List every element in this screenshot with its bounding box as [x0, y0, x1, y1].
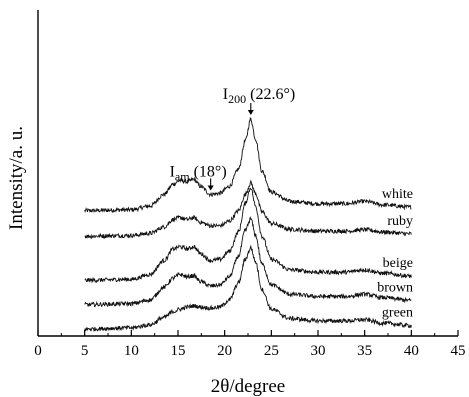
series-label-brown: brown: [377, 280, 413, 295]
x-ticks: 0 5 10 15 20 25 30 35 40 45: [34, 330, 466, 359]
x-tick-label: 20: [217, 343, 232, 359]
x-tick-label: 30: [311, 343, 326, 359]
x-tick-label: 0: [34, 343, 42, 359]
series-line-brown: [84, 216, 412, 308]
series-label-beige: beige: [383, 256, 413, 271]
plot-area: [84, 117, 412, 332]
series-line-beige: [84, 187, 412, 284]
annotation-label: I200 (22.6°): [223, 86, 295, 106]
series-label-ruby: ruby: [387, 214, 413, 229]
annotation-arrow-head: [207, 185, 214, 191]
series-label-white: white: [382, 187, 413, 202]
series-label-green: green: [382, 306, 413, 321]
x-tick-label: 40: [404, 343, 419, 359]
x-tick-label: 5: [81, 343, 89, 359]
annotation-label: Iam (18°): [170, 163, 227, 183]
series-line-ruby: [84, 179, 412, 240]
series-line-white: [84, 117, 412, 214]
y-axis-title: Intensity/a. u.: [6, 126, 27, 230]
series-line-green: [84, 244, 412, 332]
x-tick-label: 35: [357, 343, 372, 359]
x-tick-label: 15: [171, 343, 186, 359]
x-tick-label: 10: [124, 343, 139, 359]
x-axis-title: 2θ/degree: [211, 376, 286, 397]
annotations: Iam (18°) I200 (22.6°): [170, 86, 295, 191]
x-tick-label: 25: [264, 343, 279, 359]
annotation-arrow-head: [247, 110, 254, 116]
x-tick-label: 45: [451, 343, 466, 359]
series-labels: white ruby beige brown green: [377, 187, 413, 320]
